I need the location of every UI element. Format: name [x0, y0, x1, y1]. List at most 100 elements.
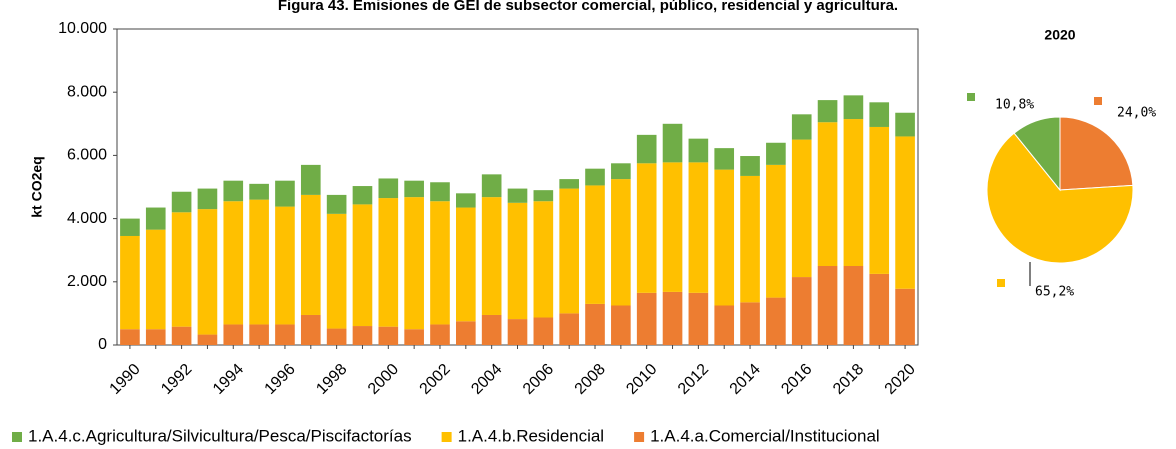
bar-segment [869, 102, 890, 127]
x-tick-label: 1990 [107, 361, 144, 398]
bar-segment [481, 314, 502, 345]
bar-segment [300, 314, 321, 345]
bar-segment [249, 199, 269, 325]
bar-segment [662, 162, 683, 292]
bar-segment [171, 326, 192, 345]
bar-segment [791, 139, 812, 278]
bar-segment [404, 180, 424, 198]
pie-legend-swatch [997, 279, 1005, 287]
bar-segment [533, 190, 554, 202]
x-tick-label: 2016 [778, 361, 815, 398]
pie-slice [986, 132, 1134, 264]
bar-segment [507, 319, 528, 345]
y-tick-label: 10.000 [58, 20, 107, 37]
bar-segment [817, 100, 838, 123]
bar-segment [662, 123, 683, 163]
legend-label: 1.A.4.b.Residencial [458, 426, 604, 445]
x-tick-label: 1996 [262, 361, 299, 398]
x-tick-label: 2004 [468, 361, 505, 398]
bar-segment [585, 303, 605, 345]
bar-segment [430, 324, 450, 345]
bar-segment [197, 188, 218, 210]
bar-segment [145, 329, 166, 345]
y-tick-label: 4.000 [67, 210, 107, 227]
bar-segment [740, 156, 760, 176]
bar-segment [611, 163, 631, 180]
x-tick-label: 2014 [727, 361, 764, 398]
bar-segment [869, 126, 890, 274]
bar-segment [766, 297, 786, 345]
bar-segment [559, 179, 579, 189]
y-tick-label: 0 [98, 336, 107, 353]
legend-swatch [441, 432, 452, 442]
bar-segment [507, 202, 528, 320]
bar-segment [714, 148, 735, 170]
bar-segment [326, 328, 347, 345]
bar-segment [275, 180, 295, 207]
bar-segment [791, 114, 812, 140]
bar-segment [585, 168, 605, 186]
bar-segment [378, 178, 399, 199]
bar-segment [636, 134, 657, 164]
x-tick-label: 2018 [830, 361, 867, 398]
bar-segment [895, 288, 915, 345]
bar-segment [843, 119, 864, 266]
bar-segment [378, 198, 399, 327]
bar-segment [120, 235, 140, 330]
chart-title: Figura 43. Emisiones de GEI de subsector… [278, 0, 898, 14]
bar-segment [300, 194, 321, 315]
pie-title: 2020 [1044, 27, 1075, 43]
bar-segment [326, 213, 347, 329]
bar-segment [636, 292, 657, 345]
x-tick-label: 2020 [882, 361, 919, 398]
x-tick-label: 2002 [417, 361, 454, 398]
bar-segment [430, 201, 450, 325]
bar-segment [869, 273, 890, 345]
bar-segment [145, 229, 166, 330]
bar-segment [249, 324, 269, 345]
bar-segment [740, 175, 760, 303]
bar-segment [456, 207, 476, 322]
y-tick-label: 8.000 [67, 83, 107, 100]
x-tick-label: 2012 [675, 361, 712, 398]
bar-segment [275, 206, 295, 325]
bar-segment [688, 162, 709, 293]
bar-segment [378, 326, 399, 345]
legend-swatch [634, 432, 645, 442]
x-tick-label: 2008 [572, 361, 609, 398]
pie-slice [1059, 116, 1134, 191]
x-tick-label: 1994 [210, 361, 247, 398]
bar-segment [507, 188, 528, 203]
bar-segment [249, 183, 269, 200]
bar-segment [688, 292, 709, 345]
y-axis-label: kt CO2eq [29, 156, 45, 217]
pie-value-label: 10,8% [995, 98, 1034, 113]
bar-segment [456, 193, 476, 208]
bar-segment [275, 324, 295, 345]
bar-segment [895, 136, 915, 289]
bar-segment [171, 191, 192, 213]
bar-segment [533, 201, 554, 318]
bar-segment [171, 212, 192, 327]
bar-segment [120, 218, 140, 236]
pie-value-label: 24,0% [1117, 106, 1156, 121]
x-tick-label: 1992 [158, 361, 195, 398]
bar-segment [817, 122, 838, 266]
bar-segment [895, 112, 915, 137]
legend-label: 1.A.4.c.Agricultura/Silvicultura/Pesca/P… [28, 426, 412, 445]
bar-segment [197, 209, 218, 335]
bar-segment [843, 266, 864, 345]
bar-segment [145, 207, 166, 230]
bar-segment [817, 266, 838, 345]
bar-segment [326, 194, 347, 214]
legend-swatch [12, 432, 22, 442]
pie-legend-swatch [1094, 97, 1102, 105]
bar-segment [636, 163, 657, 293]
bar-segment [611, 179, 631, 306]
x-tick-label: 1998 [313, 361, 350, 398]
bar-segment [223, 180, 244, 202]
bar-segment [197, 334, 218, 345]
bar-segment [352, 186, 373, 205]
bar-segment [740, 302, 760, 345]
